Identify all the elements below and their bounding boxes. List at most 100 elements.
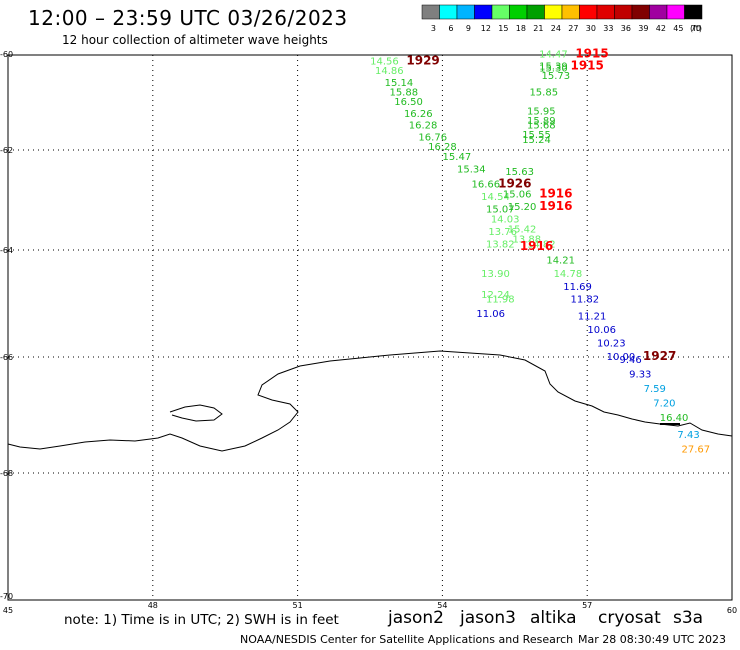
- wave-height-label: 14.86: [375, 66, 404, 77]
- wave-height-label: 14.47: [539, 49, 568, 60]
- wave-height-label: 10.23: [597, 338, 626, 349]
- wave-height-label: 15.14: [385, 78, 414, 89]
- wave-height-label: 16.66: [472, 180, 501, 191]
- wave-height-label: 13.76: [488, 227, 517, 238]
- wave-height-label: 14.21: [546, 255, 575, 266]
- longitude-label: 48: [148, 601, 158, 610]
- wave-height-label: 15.73: [542, 71, 571, 82]
- colorbar-swatch: [579, 4, 598, 20]
- legend-jason2: jason2: [388, 608, 444, 628]
- latitude-label: -62: [0, 146, 13, 155]
- wave-height-label: 16.28: [428, 142, 457, 153]
- colorbar-label: 18: [516, 24, 526, 33]
- timestamp-text: Mar 28 08:30:49 UTC 2023: [578, 633, 726, 646]
- wave-height-label: 11.21: [578, 312, 607, 323]
- colorbar-label: 24: [551, 24, 561, 33]
- wave-height-label: 11.06: [476, 309, 505, 320]
- coastline-inlet: [169, 404, 223, 422]
- wave-height-label: 15.85: [529, 87, 558, 98]
- latitude-labels: -60 -62 -64 -66 -68 -70: [0, 50, 13, 601]
- colorbar-label: 3: [431, 24, 436, 33]
- wave-height-label: 11.69: [563, 282, 592, 293]
- colorbar-label: 12: [481, 24, 491, 33]
- colorbar-label: 33: [603, 24, 613, 33]
- orbit-cycle-label: 1915: [575, 46, 608, 60]
- wave-height-label: 15.68: [527, 121, 556, 132]
- wave-height-label: 14.54: [481, 192, 510, 203]
- footer-note: note: 1) Time is in UTC; 2) SWH is in fe…: [64, 612, 339, 628]
- longitude-label: 54: [437, 601, 447, 610]
- latitude-label: -68: [0, 469, 13, 478]
- colorbar-label: 39: [638, 24, 648, 33]
- wave-height-label: 14.82: [527, 240, 556, 251]
- wave-height-label: 13.82: [486, 240, 515, 251]
- wave-height-label: 14.56: [370, 57, 399, 68]
- longitude-label: 60: [727, 606, 737, 615]
- colorbar-unit: (ft): [690, 24, 702, 33]
- wave-height-label: 15.39: [539, 61, 568, 72]
- wave-height-label: 15.06: [503, 190, 532, 201]
- wave-height-label: 15.42: [508, 225, 537, 236]
- colorbar-swatch: [666, 4, 685, 20]
- wave-height-label: 16.26: [404, 109, 433, 120]
- wave-height-label: 15.34: [457, 165, 486, 176]
- colorbar-swatch: [544, 4, 563, 20]
- wave-height-label: 15.47: [443, 152, 472, 163]
- colorbar-swatch: [596, 4, 615, 20]
- wave-height-label: 15.20: [508, 202, 537, 213]
- colorbar-label: 42: [656, 24, 666, 33]
- wave-height-label: 14.78: [554, 269, 583, 280]
- latitude-label: -70: [0, 592, 13, 601]
- wave-height-label: 14.03: [491, 215, 520, 226]
- orbit-cycle-label: 1915: [570, 58, 603, 72]
- antarctic-coastline: [7, 350, 733, 452]
- wave-height-label: 15.07: [486, 205, 515, 216]
- longitude-label: 57: [582, 601, 592, 610]
- wave-height-label: 10.00: [607, 352, 636, 363]
- wave-height-label: 7.20: [653, 398, 675, 409]
- wave-height-label: 11.98: [486, 294, 515, 305]
- wave-height-label: 9.33: [629, 369, 651, 380]
- wave-height-label: 15.55: [522, 130, 551, 141]
- colorbar-label: 9: [466, 24, 471, 33]
- colorbar-swatch: [631, 4, 650, 20]
- colorbar-swatch: [614, 4, 633, 20]
- map-title: 12:00 – 23:59 UTC 03/26/2023: [28, 6, 348, 30]
- map-frame: [7, 54, 733, 601]
- wave-height-label: 16.28: [409, 121, 438, 132]
- credit-text: NOAA/NESDIS Center for Satellite Applica…: [240, 633, 574, 646]
- colorbar-label: 15: [498, 24, 508, 33]
- orbit-cycle-label: 1916: [520, 239, 553, 253]
- colorbar-label: 6: [448, 24, 453, 33]
- colorbar-swatch: [509, 4, 528, 20]
- legend-jason3: jason3: [460, 608, 516, 628]
- colorbar-label: 36: [621, 24, 631, 33]
- track-points: 14.5614.8615.1415.8816.5016.2616.2816.76…: [370, 49, 710, 455]
- wave-height-label: 15.95: [527, 106, 556, 117]
- legend-cryosat: cryosat: [598, 608, 661, 628]
- colorbar-swatch: [561, 4, 580, 20]
- colorbar-swatch: [526, 4, 545, 20]
- colorbar: 3 6 9 12 15 18 21 24 27 30 33 36 39 42 45 70(ft): [421, 4, 703, 33]
- colorbar-swatch: [474, 4, 493, 20]
- wave-height-label: 15.63: [505, 167, 534, 178]
- colorbar-label: 27: [568, 24, 578, 33]
- colorbar-swatch: [649, 4, 668, 20]
- legend-s3a: s3a: [673, 608, 704, 628]
- longitude-label: 51: [293, 601, 303, 610]
- colorbar-swatch: [456, 4, 475, 20]
- orbit-cycle-label: 1926: [498, 177, 531, 191]
- wave-height-label: 15.89: [527, 116, 556, 127]
- wave-height-label: 13.88: [513, 235, 542, 246]
- wave-height-label: 16.40: [660, 413, 689, 424]
- orbit-cycle-label: 1927: [643, 349, 676, 363]
- wave-height-label: 16.50: [394, 97, 423, 108]
- orbit-cycle-label: 1916: [539, 199, 572, 213]
- colorbar-label: 30: [586, 24, 596, 33]
- colorbar-label: 21: [533, 24, 543, 33]
- wave-height-label: 11.82: [570, 294, 599, 305]
- colorbar-label: 45: [673, 24, 683, 33]
- wave-height-label: 15.30: [539, 64, 568, 75]
